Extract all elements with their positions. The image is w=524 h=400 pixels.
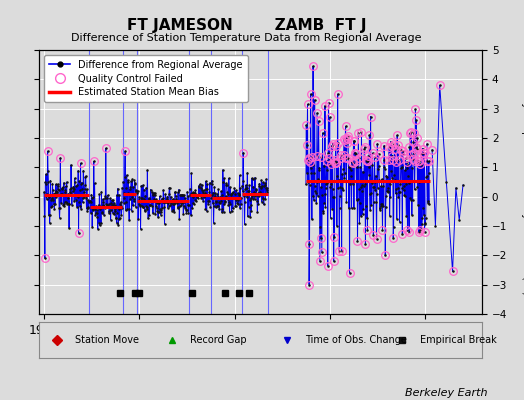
Text: FT JAMESON        ZAMB  FT J: FT JAMESON ZAMB FT J [126,18,366,33]
Text: Berkeley Earth: Berkeley Earth [405,388,487,398]
Text: Empirical Break: Empirical Break [420,335,497,345]
Text: Station Move: Station Move [75,335,139,345]
Text: Difference of Station Temperature Data from Regional Average: Difference of Station Temperature Data f… [71,33,421,43]
Y-axis label: Monthly Temperature Anomaly Difference (°C): Monthly Temperature Anomaly Difference (… [521,69,524,295]
Legend: Difference from Regional Average, Quality Control Failed, Estimated Station Mean: Difference from Regional Average, Qualit… [44,55,247,102]
Text: Record Gap: Record Gap [190,335,246,345]
Text: Time of Obs. Change: Time of Obs. Change [305,335,407,345]
